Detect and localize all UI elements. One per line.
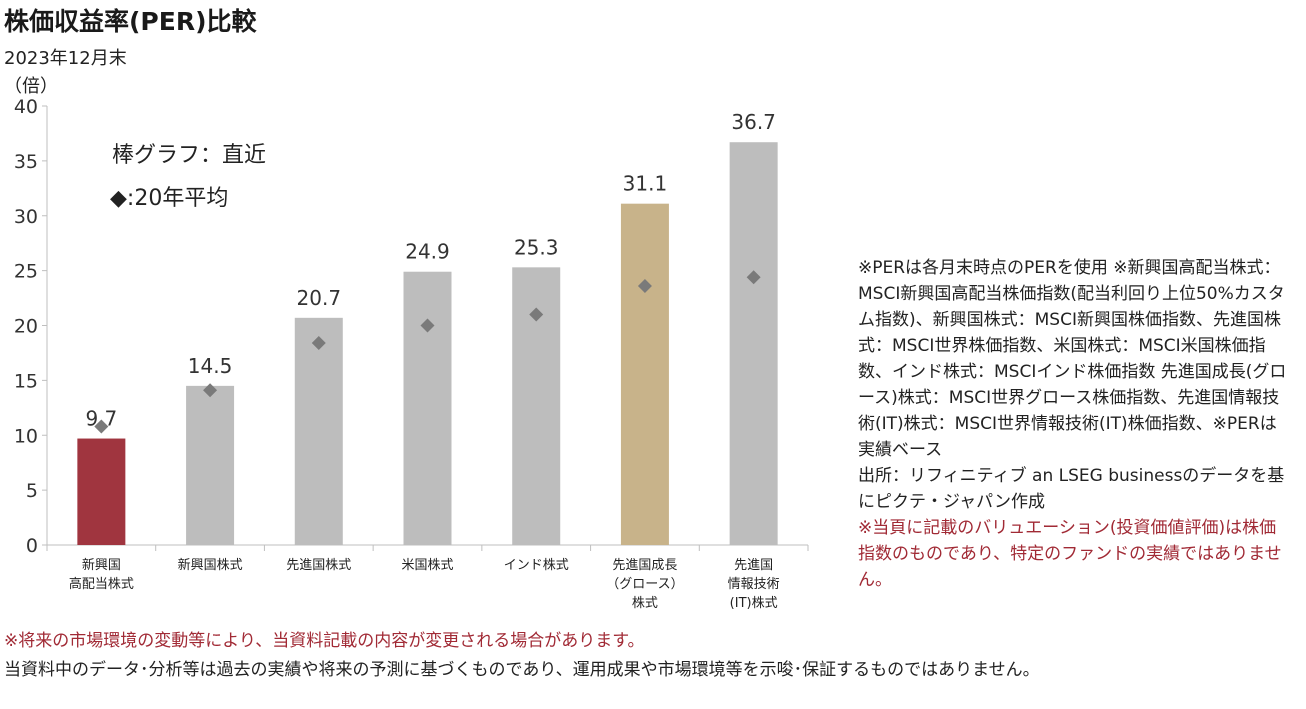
legend-bar-label: 棒グラフ：直近: [112, 143, 266, 168]
bar: [403, 271, 452, 545]
x-tick-label: 先進国株式: [286, 558, 351, 573]
average-marker: [529, 307, 544, 322]
y-tick-label: 35: [14, 151, 38, 173]
notes-block: ※PERは各月末時点のPERを使用 ※新興国高配当株式：MSCI新興国高配当株価…: [858, 255, 1288, 593]
x-tick-label: インド株式: [504, 558, 569, 573]
per-bar-chart: （倍）05101520253035409.7新興国高配当株式14.5新興国株式2…: [4, 76, 809, 611]
bar-value-label: 24.9: [405, 240, 450, 264]
bar-value-label: 20.7: [297, 286, 342, 310]
bar-value-label: 25.3: [514, 235, 559, 259]
legend-box: [102, 130, 307, 230]
y-tick-label: 10: [14, 425, 38, 447]
bar: [77, 438, 126, 545]
bar: [186, 385, 235, 545]
bar: [620, 203, 669, 546]
y-tick-label: 15: [14, 370, 38, 392]
average-marker: [420, 318, 435, 333]
y-tick-label: 25: [14, 261, 38, 283]
bar-value-label: 14.5: [188, 354, 233, 378]
notes-source: 出所：リフィニティブ an LSEG businessのデータを基にピクテ・ジャ…: [858, 466, 1285, 512]
average-marker: [311, 336, 326, 351]
x-tick-label: 情報技術: [728, 577, 780, 592]
average-marker: [203, 383, 218, 398]
bar-value-label: 31.1: [623, 172, 668, 196]
footer-warning: ※将来の市場環境の変動等により、当資料記載の内容が変更される場合があります。: [4, 631, 645, 651]
x-tick-label: 米国株式: [401, 558, 453, 573]
bar: [294, 317, 343, 545]
page-title: 株価収益率(PER)比較: [4, 7, 257, 36]
x-tick-label: 新興国株式: [178, 557, 243, 573]
notes-valuation-warning: ※当頁に記載のバリュエーション(投資価値評価)は株価指数のものであり、特定のファ…: [858, 518, 1282, 590]
x-tick-label: 高配当株式: [69, 576, 134, 592]
bar-value-label: 36.7: [731, 110, 776, 134]
y-tick-label: 30: [14, 206, 38, 228]
footer-disclaimer: 当資料中のデータ･分析等は過去の実績や将来の予測に基づくものであり、運用成果や市…: [4, 660, 1040, 680]
x-tick-label: 先進国成長: [612, 558, 677, 573]
bar: [729, 142, 778, 545]
average-marker: [746, 270, 761, 285]
x-tick-label: 新興国: [82, 557, 121, 573]
page-subtitle: 2023年12月末: [4, 48, 127, 69]
notes-definition: ※PERは各月末時点のPERを使用 ※新興国高配当株式：MSCI新興国高配当株価…: [858, 258, 1287, 460]
legend-marker-label: ◆:20年平均: [110, 186, 228, 211]
y-tick-label: 5: [26, 480, 38, 502]
y-axis-label: （倍）: [4, 76, 58, 97]
y-tick-label: 40: [14, 96, 38, 118]
average-marker: [637, 278, 652, 293]
y-tick-label: 20: [14, 316, 38, 338]
average-marker: [94, 419, 109, 434]
y-tick-label: 0: [26, 535, 38, 557]
x-tick-label: 先進国: [734, 558, 773, 573]
x-tick-label: (IT)株式: [730, 596, 778, 611]
x-tick-label: 株式: [632, 596, 658, 611]
x-tick-label: （グロース）: [606, 577, 683, 592]
